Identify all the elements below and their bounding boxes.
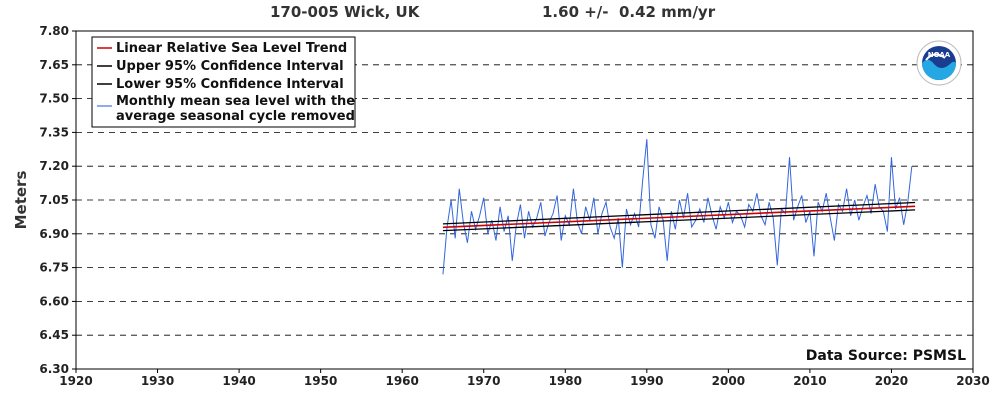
y-tick-label: 7.80 — [39, 24, 69, 38]
y-axis-title: Meters — [12, 171, 30, 230]
x-tick-label: 1920 — [59, 374, 92, 388]
trend-line — [442, 205, 916, 229]
series-layer — [442, 139, 916, 275]
y-tick-label: 6.75 — [39, 261, 69, 275]
legend-label-monthly-1: Monthly mean sea level with the — [116, 94, 355, 109]
legend-label-upper-ci: Upper 95% Confidence Interval — [116, 59, 344, 74]
x-tick-label: 2030 — [956, 374, 989, 388]
y-tick-label: 6.60 — [39, 294, 69, 308]
legend-box — [91, 36, 356, 128]
legend-label-lower-ci: Lower 95% Confidence Interval — [116, 77, 344, 92]
x-tick-label: 1970 — [467, 374, 500, 388]
y-tick-label: 7.20 — [39, 159, 69, 173]
legend-label-monthly-2: average seasonal cycle removed — [116, 109, 355, 124]
x-tick-label: 1960 — [385, 374, 418, 388]
x-tick-label: 1980 — [549, 374, 582, 388]
data-source-label: Data Source: PSMSL — [806, 348, 966, 364]
y-tick-label: 6.30 — [39, 362, 69, 376]
y-tick-label: 6.45 — [39, 328, 69, 342]
y-tick-label: 6.90 — [39, 227, 69, 241]
y-tick-label: 7.65 — [39, 58, 69, 72]
x-tick-label: 2000 — [712, 374, 745, 388]
upper-ci-line — [442, 201, 916, 225]
trend-rate: 1.60 +/- 0.42 mm/yr — [542, 3, 716, 21]
y-axis: 6.30 6.45 6.60 6.75 6.90 7.05 7.20 7.35 7.50 7.65… — [39, 24, 76, 376]
y-tick-label: 7.35 — [39, 125, 69, 139]
x-tick-label: 1950 — [304, 374, 337, 388]
legend-label-trend: Linear Relative Sea Level Trend — [116, 41, 347, 56]
lower-ci-line — [442, 209, 916, 232]
legend: Linear Relative Sea Level Trend Upper 95… — [91, 36, 356, 128]
svg-text:NOAA: NOAA — [928, 51, 951, 59]
x-tick-label: 2020 — [875, 374, 908, 388]
monthly-mean-line — [442, 139, 913, 275]
x-tick-label: 1940 — [222, 374, 255, 388]
x-tick-label: 2010 — [793, 374, 826, 388]
x-axis: 1920 1930 1940 1950 1960 1970 1980 1990 2000 2010… — [59, 369, 990, 388]
station-title: 170-005 Wick, UK — [270, 3, 420, 21]
x-tick-label: 1930 — [141, 374, 174, 388]
x-tick-label: 1990 — [630, 374, 663, 388]
y-tick-label: 7.05 — [39, 193, 69, 207]
noaa-logo-icon: NOAA — [916, 40, 962, 86]
y-tick-label: 7.50 — [39, 92, 69, 106]
